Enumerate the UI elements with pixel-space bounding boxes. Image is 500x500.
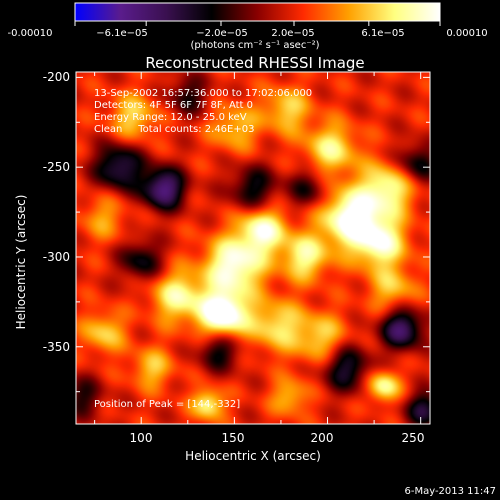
heatmap-image [76,72,430,424]
y-tick-label-neg200: -200 [43,70,70,84]
plot-area [75,71,431,425]
chart-title: Reconstructed RHESSI Image [145,54,364,72]
peak-position-label: Position of Peak = [144,-332] [94,399,240,410]
annotation-energy-range: Energy Range: 12.0 - 25.0 keV [94,112,247,123]
colorbar-bar [74,2,441,22]
colorbar-label-max: 0.00010 [446,28,487,39]
y-tick-label-neg350: -350 [43,340,70,354]
colorbar-label-pos-6e5: 6.1e−05 [361,28,404,39]
annotation-block: 13-Sep-2002 16:57:36.000 to 17:02:06.000… [94,88,312,135]
x-tick-label-100: 100 [130,431,153,445]
y-axis-label: Heliocentric Y (arcsec) [14,195,28,330]
annotation-detectors: Detectors: 4F 5F 6F 7F 8F, Att 0 [94,100,253,111]
colorbar-label-neg-6e5: −6.1e−05 [96,28,148,39]
colorbar: -0.00010 −6.1e−05 −2.0e−05 2.0e−05 6.1e−… [8,2,488,51]
footer-timestamp: 6-May-2013 11:47 [404,486,496,497]
annotation-clean-counts: Clean Total counts: 2.46E+03 [94,124,254,135]
annotation-time-range: 13-Sep-2002 16:57:36.000 to 17:02:06.000 [94,88,312,99]
y-tick-label-neg250: -250 [43,160,70,174]
colorbar-label-neg-2e5: −2.0e−05 [196,28,248,39]
colorbar-label-pos-2e5: 2.0e−05 [271,28,314,39]
y-tick-label-neg300: -300 [43,250,70,264]
colorbar-units: (photons cm⁻² s⁻¹ asec⁻²) [190,40,319,51]
plot-frame [75,71,431,425]
x-axis-label: Heliocentric X (arcsec) [185,449,321,463]
x-tick-label-150: 150 [222,431,245,445]
colorbar-ticks [74,21,441,26]
x-tick-label-250: 250 [402,431,425,445]
colorbar-label-min: -0.00010 [8,28,53,39]
x-tick-label-200: 200 [311,431,334,445]
axis-ticks [76,72,430,424]
